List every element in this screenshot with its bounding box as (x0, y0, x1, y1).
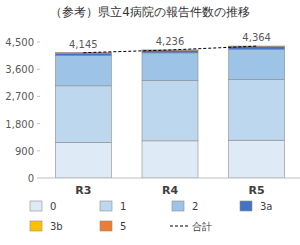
y-tick (37, 178, 40, 179)
legend-swatch (30, 201, 42, 211)
legend-swatch (100, 201, 112, 211)
bar-segment (142, 141, 198, 178)
title: （参考）県立4病院の報告件数の推移 (50, 5, 250, 19)
bar-segment (55, 53, 111, 55)
legend-swatch (240, 201, 252, 211)
bar-segment (229, 79, 285, 140)
y-tick-label: 900 (15, 146, 34, 157)
y-tick-label: 4,500 (5, 37, 34, 48)
plot-area (55, 46, 284, 178)
data-label: 4,236 (156, 36, 185, 47)
bar-segment (229, 46, 285, 47)
legend: 0 1 2 3a 3b 5 合計 (30, 201, 273, 232)
x-tick-label: R3 (75, 184, 91, 197)
bar-segment (229, 46, 285, 47)
y-tick (37, 42, 40, 43)
legend-label: 0 (50, 201, 56, 212)
bar-segment (229, 49, 285, 79)
legend-swatch (170, 226, 188, 227)
legend-swatch (100, 221, 112, 231)
y-tick (37, 69, 40, 70)
bar-segment (55, 86, 111, 143)
legend-label: 2 (192, 201, 198, 212)
bar-segment (229, 47, 285, 50)
legend-label: 1 (120, 201, 126, 212)
bar-segment (55, 56, 111, 86)
legend-label: 合計 (192, 221, 212, 232)
y-tick (37, 96, 40, 97)
y-tick-label: 3,600 (5, 64, 34, 75)
y-tick-label: 2,700 (5, 91, 34, 102)
legend-label: 3a (260, 201, 273, 212)
legend-label: 5 (120, 221, 126, 232)
legend-label: 3b (50, 221, 63, 232)
y-tick-label: 1,800 (5, 119, 34, 130)
data-labels: 4,145 4,236 4,364 (69, 32, 271, 50)
legend-swatch (30, 221, 42, 231)
bar-segment (142, 81, 198, 141)
y-tick-label: 0 (28, 173, 34, 184)
data-label: 4,145 (69, 39, 98, 50)
y-tick (37, 123, 40, 124)
bar-segment (55, 142, 111, 178)
x-tick-label: R4 (162, 184, 178, 197)
bar-segment (142, 53, 198, 81)
chart: （参考）県立4病院の報告件数の推移 0 900 1,800 2,700 3,600 4,50… (0, 0, 300, 245)
y-tick (37, 150, 40, 151)
data-label: 4,364 (242, 32, 271, 43)
x-tick-label: R5 (249, 184, 265, 197)
bar-segment (229, 140, 285, 178)
x-axis (40, 178, 300, 179)
legend-swatch (172, 201, 184, 211)
total-line (83, 46, 256, 53)
